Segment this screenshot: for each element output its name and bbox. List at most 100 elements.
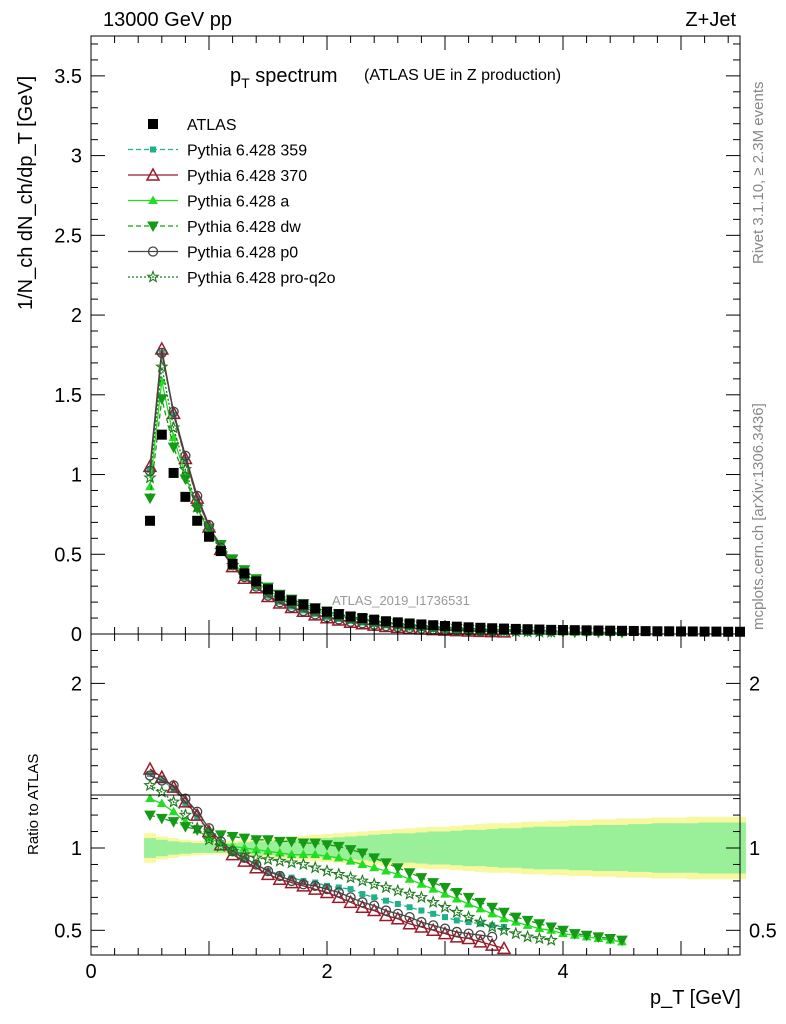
series-point-p370 <box>166 405 181 420</box>
legend-marker-p370 <box>145 167 161 181</box>
ratio-point-pdw <box>568 929 581 940</box>
series-line-pp0 <box>149 352 493 633</box>
top-ylabel: 1/N_ch dN_ch/dp_T [GeV] <box>15 76 37 310</box>
ratio-point-pq2o <box>497 923 511 937</box>
bottom-ylabel: Ratio to ATLAS <box>25 754 42 855</box>
ratio-point-pdw <box>474 897 487 909</box>
ratio-point-pa <box>345 856 356 865</box>
ratio-point-pq2o <box>473 914 488 928</box>
ratio-point-pp0 <box>345 892 356 903</box>
bottom-panel-content <box>142 761 628 955</box>
series-point-pdw <box>167 442 180 454</box>
ratio-point-pdw <box>238 833 251 845</box>
y-tick-label: 2 <box>71 305 82 327</box>
series-point-pq2o <box>190 500 204 513</box>
data-point <box>227 558 238 569</box>
data-point <box>569 625 580 636</box>
data-point <box>310 603 321 614</box>
data-point <box>687 626 698 637</box>
ratio-point-pa <box>487 908 498 918</box>
ratio-point-p370 <box>496 940 512 955</box>
ratio-point-pq2o <box>426 895 440 909</box>
data-point <box>263 584 273 595</box>
ratio-point-p370 <box>402 916 417 930</box>
ratio-point-pdw <box>262 835 274 846</box>
ratio-point-pdw <box>439 883 451 894</box>
title-paren: (ATLAS UE in Z production) <box>364 67 561 84</box>
ratio-point-pq2o <box>273 854 287 867</box>
series-point-pp0 <box>168 406 179 417</box>
ratio-y-tick-label-right: 1 <box>749 838 760 860</box>
ratio-point-pdw <box>427 878 440 889</box>
ratio-point-pq2o <box>509 926 523 940</box>
ratio-point-p359 <box>347 886 354 893</box>
ratio-point-pdw <box>557 925 569 937</box>
ratio-point-pa <box>333 852 344 862</box>
ratio-point-pa <box>428 884 439 893</box>
ratio-point-p359 <box>383 897 389 904</box>
ratio-point-pa <box>463 898 474 908</box>
ratio-point-pp0 <box>475 930 486 941</box>
legend-marker-data <box>148 119 158 129</box>
x-tick-label: 0 <box>85 961 96 983</box>
ratio-line-pp0 <box>149 774 493 938</box>
data-point <box>274 590 285 601</box>
ratio-point-pa <box>322 851 332 860</box>
ratio-y-tick-label: 0.5 <box>54 920 82 942</box>
data-point <box>451 621 462 632</box>
series-point-pp0 <box>144 465 156 477</box>
series-point-pp0 <box>203 519 215 531</box>
data-point <box>381 616 391 627</box>
ratio-point-pq2o <box>450 905 464 918</box>
y-tick-label: 0 <box>71 624 82 646</box>
ratio-point-pq2o <box>332 867 346 881</box>
data-point <box>499 623 509 634</box>
ratio-point-pdw <box>297 838 310 850</box>
ratio-point-pa <box>310 849 321 859</box>
ratio-point-pp0 <box>286 875 297 887</box>
ratio-point-pq2o <box>214 839 228 853</box>
ratio-point-pdw <box>533 919 546 930</box>
ratio-point-p370 <box>142 761 158 775</box>
y-tick-label: 2.5 <box>54 225 82 247</box>
ratio-point-p359 <box>501 924 507 931</box>
ratio-point-p370 <box>449 929 465 943</box>
data-point <box>392 617 403 628</box>
data-point <box>333 609 344 620</box>
energy-label: 13000 GeV pp <box>103 9 232 31</box>
ratio-point-pa <box>475 903 486 913</box>
ratio-point-pq2o <box>438 900 452 913</box>
ratio-point-pdw <box>462 892 475 904</box>
process-label: Z+Jet <box>685 9 736 31</box>
ratio-point-pp0 <box>392 908 403 919</box>
ratio-point-p370 <box>461 930 476 945</box>
ratio-point-pp0 <box>357 897 368 908</box>
ratio-point-p359 <box>359 891 366 898</box>
ratio-point-p370 <box>390 911 406 925</box>
ratio-point-pq2o <box>237 847 252 861</box>
ratio-point-pa <box>404 874 415 883</box>
data-point <box>475 622 486 633</box>
ratio-y-tick-label: 1 <box>71 838 82 860</box>
series-point-pq2o <box>178 462 193 476</box>
data-point <box>404 618 415 629</box>
ratio-point-pq2o <box>414 890 429 904</box>
data-point <box>145 515 155 526</box>
ratio-point-pa <box>440 889 450 898</box>
ratio-point-pq2o <box>143 778 157 792</box>
ratio-point-p370 <box>343 894 358 909</box>
ratio-point-pa <box>369 862 380 872</box>
ratio-point-pa <box>156 798 167 808</box>
xlabel: p_T [GeV] <box>650 987 741 1009</box>
ratio-point-p370 <box>296 878 311 892</box>
ratio-point-p370 <box>355 899 370 914</box>
data-point <box>345 611 356 622</box>
ratio-point-p370 <box>366 902 382 917</box>
legend-marker-p359 <box>150 146 156 153</box>
ratio-point-pq2o <box>261 852 275 866</box>
data-point <box>180 491 191 502</box>
series-point-pdw <box>179 474 192 486</box>
ratio-point-pdw <box>498 907 510 919</box>
ratio-point-pq2o <box>379 880 393 894</box>
legend-label-pa: Pythia 6.428 a <box>187 194 289 211</box>
